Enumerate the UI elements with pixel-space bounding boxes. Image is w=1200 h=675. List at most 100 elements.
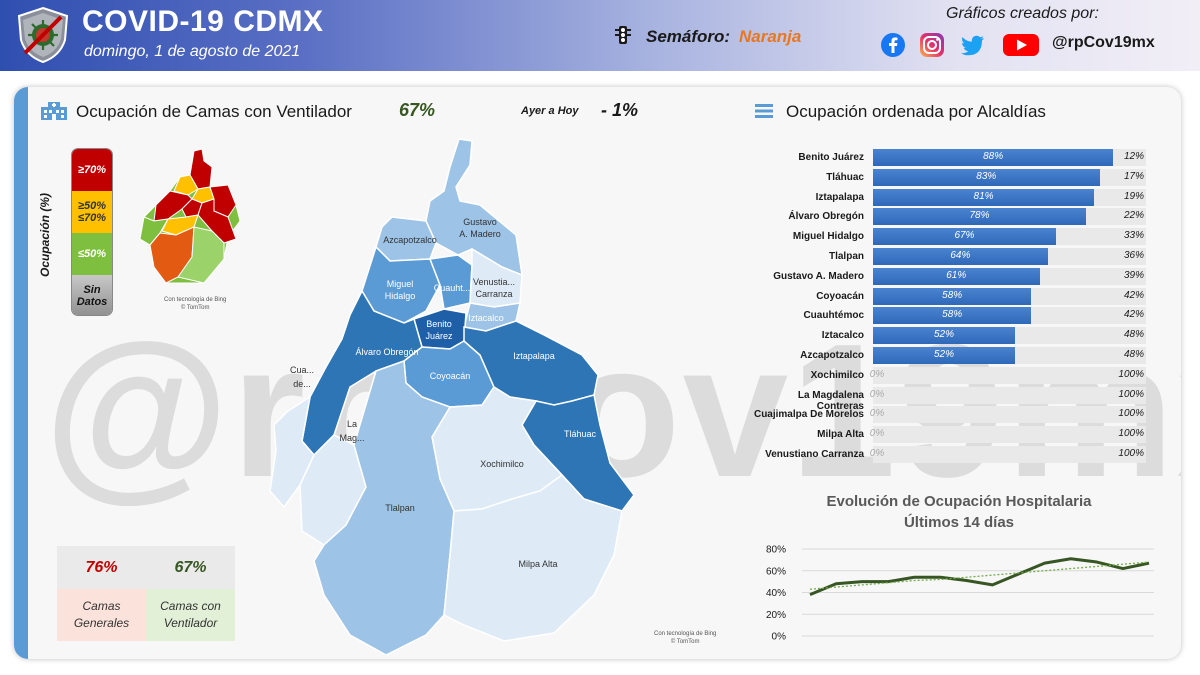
bar-value-label: 81% <box>973 190 994 202</box>
credits-label: Gráficos creados por: <box>946 5 1099 22</box>
semaforo-label: Semáforo: <box>646 27 731 46</box>
generales-label-line1: Camas <box>82 599 121 613</box>
color-legend: ≥70% ≥50% ≤70% ≤50% Sin Datos <box>71 148 113 316</box>
trend-line <box>809 561 1150 590</box>
bar-track: 88% 12% <box>873 149 1146 166</box>
dashboard-card: @rpCov19mx Ocupación de Camas con Ventil… <box>14 87 1181 659</box>
generales-label-line2: Generales <box>73 616 130 630</box>
bar <box>873 307 1032 325</box>
bar-track: 0% 100% <box>870 366 1146 384</box>
bar-label: Milpa Alta <box>817 429 864 441</box>
bar-label: Benito Juárez <box>798 152 864 163</box>
semaforo-value: Naranja <box>739 27 802 46</box>
bar <box>873 287 1032 305</box>
change-label: Ayer a Hoy <box>521 105 579 117</box>
bar-track: 0% 100% <box>870 386 1146 404</box>
bar-label: Miguel Hidalgo <box>792 231 864 243</box>
map-label-mh-1: Miguel <box>387 279 414 289</box>
bar-value-label: 83% <box>976 170 997 182</box>
facebook-icon[interactable] <box>878 32 908 58</box>
map-label-milpa: Milpa Alta <box>518 559 557 569</box>
bar-remaining-label: 22% <box>1123 210 1144 222</box>
map-label-bj-2: Juárez <box>425 331 453 341</box>
list-icon <box>755 104 773 118</box>
map-label-vc-1: Venustia... <box>473 277 515 287</box>
bar-value-label: 64% <box>950 250 971 261</box>
y-tick-label: 0% <box>772 632 787 643</box>
map-label-coyoacan: Coyoacán <box>430 371 471 381</box>
map-label-bj-1: Benito <box>426 319 452 329</box>
map-label-gam-2: A. Madero <box>459 229 501 239</box>
bar-label: Iztacalco <box>821 330 864 342</box>
bar <box>873 228 1056 246</box>
map-label-cuaj-2: de... <box>293 379 311 389</box>
bar-remaining-label: 48% <box>1123 329 1144 341</box>
map-label-tlahuac: Tláhuac <box>564 429 597 439</box>
mini-choropleth-map <box>139 148 241 284</box>
legend-axis-label: Ocupación (%) <box>38 192 52 277</box>
legend-item-high: ≥70% <box>72 149 112 191</box>
bar-value-label: 0% <box>869 408 885 420</box>
ranking-title: Ocupación ordenada por Alcaldías <box>786 102 1046 121</box>
bar-remaining-label: 100% <box>1118 388 1144 400</box>
bar-remaining-label: 48% <box>1123 349 1144 360</box>
map-label-tlalpan: Tlalpan <box>385 503 415 513</box>
bar-track: 78% 22% <box>873 208 1146 226</box>
bar-remaining-label: 100% <box>1118 368 1144 380</box>
generales-value: 76% <box>57 546 146 589</box>
hospital-icon <box>41 102 67 120</box>
bar-label: Venustiano Carranza <box>765 449 864 460</box>
map-region-alvaro-obregon <box>301 289 423 457</box>
bar-track: 81% 19% <box>873 188 1146 206</box>
map-label-vc-2: Carranza <box>475 289 512 299</box>
bar-value-label: 88% <box>983 151 1004 162</box>
mini-map-attribution: Con tecnología de Bing © TomTom <box>164 296 226 312</box>
legend-item-nodata: Sin Datos <box>72 275 112 315</box>
bar-value-label: 58% <box>942 309 963 321</box>
traffic-light-icon <box>615 26 631 44</box>
bar <box>873 149 1114 166</box>
map-label-iztapalapa: Iztapalapa <box>513 351 555 361</box>
map-label-mh-2: Hidalgo <box>385 291 416 301</box>
bar-label: Iztapalapa <box>815 191 864 203</box>
ventilador-label-line2: Ventilador <box>163 616 218 630</box>
bar <box>873 168 1100 186</box>
change-value: - 1% <box>601 100 639 120</box>
ranking-bar-chart: Benito Juárez 88% 12% Tláhuac 83% 17% Iztapala… <box>749 149 1159 467</box>
occupancy-value: 67% <box>399 100 436 120</box>
bar-value-label: 0% <box>869 368 885 380</box>
card-accent-bar <box>14 87 28 659</box>
legend-item-mid: ≥50% ≤70% <box>72 191 112 233</box>
bar-value-label: 67% <box>954 230 975 242</box>
mini-map-attribution-line2: © TomTom <box>180 305 210 311</box>
bar-track: 0% 100% <box>870 426 1146 444</box>
bar-label: Álvaro Obregón <box>788 211 864 223</box>
twitter-icon[interactable] <box>958 32 988 58</box>
occupancy-title: Ocupación de Camas con Ventilador <box>76 102 352 121</box>
bar-value-label: 0% <box>869 448 885 459</box>
bar-remaining-label: 19% <box>1123 190 1144 202</box>
bar-value-label: 0% <box>869 388 885 400</box>
bar-label: Tláhuac <box>826 171 864 183</box>
instagram-icon[interactable] <box>917 32 947 58</box>
youtube-icon[interactable] <box>1002 32 1040 58</box>
bar-value-label: 61% <box>946 269 967 281</box>
bar-label: Coyoacán <box>816 290 864 302</box>
bar-track: 0% 100% <box>870 406 1146 424</box>
bar <box>873 188 1095 206</box>
bar-value-label: 52% <box>933 349 954 360</box>
bar-remaining-label: 42% <box>1123 289 1144 301</box>
social-handle[interactable]: @rpCov19mx <box>1052 34 1155 51</box>
ventilador-label-line1: Camas con <box>160 599 221 613</box>
bar <box>873 208 1086 226</box>
bar-track: 83% 17% <box>873 168 1146 186</box>
bar-label: La Magdalena Contreras <box>797 389 864 412</box>
bar-track: 52% 48% <box>873 347 1146 364</box>
line-chart-subtitle: Últimos 14 días <box>903 514 1015 531</box>
report-date: domingo, 1 de agosto de 2021 <box>84 43 301 60</box>
bar-remaining-label: 100% <box>1118 428 1144 440</box>
legend-item-low: ≤50% <box>72 233 112 275</box>
map-region-cuajimalpa <box>269 395 315 509</box>
line-chart-title: Evolución de Ocupación Hospitalaria Últi… <box>774 491 1144 533</box>
bar <box>873 267 1040 285</box>
